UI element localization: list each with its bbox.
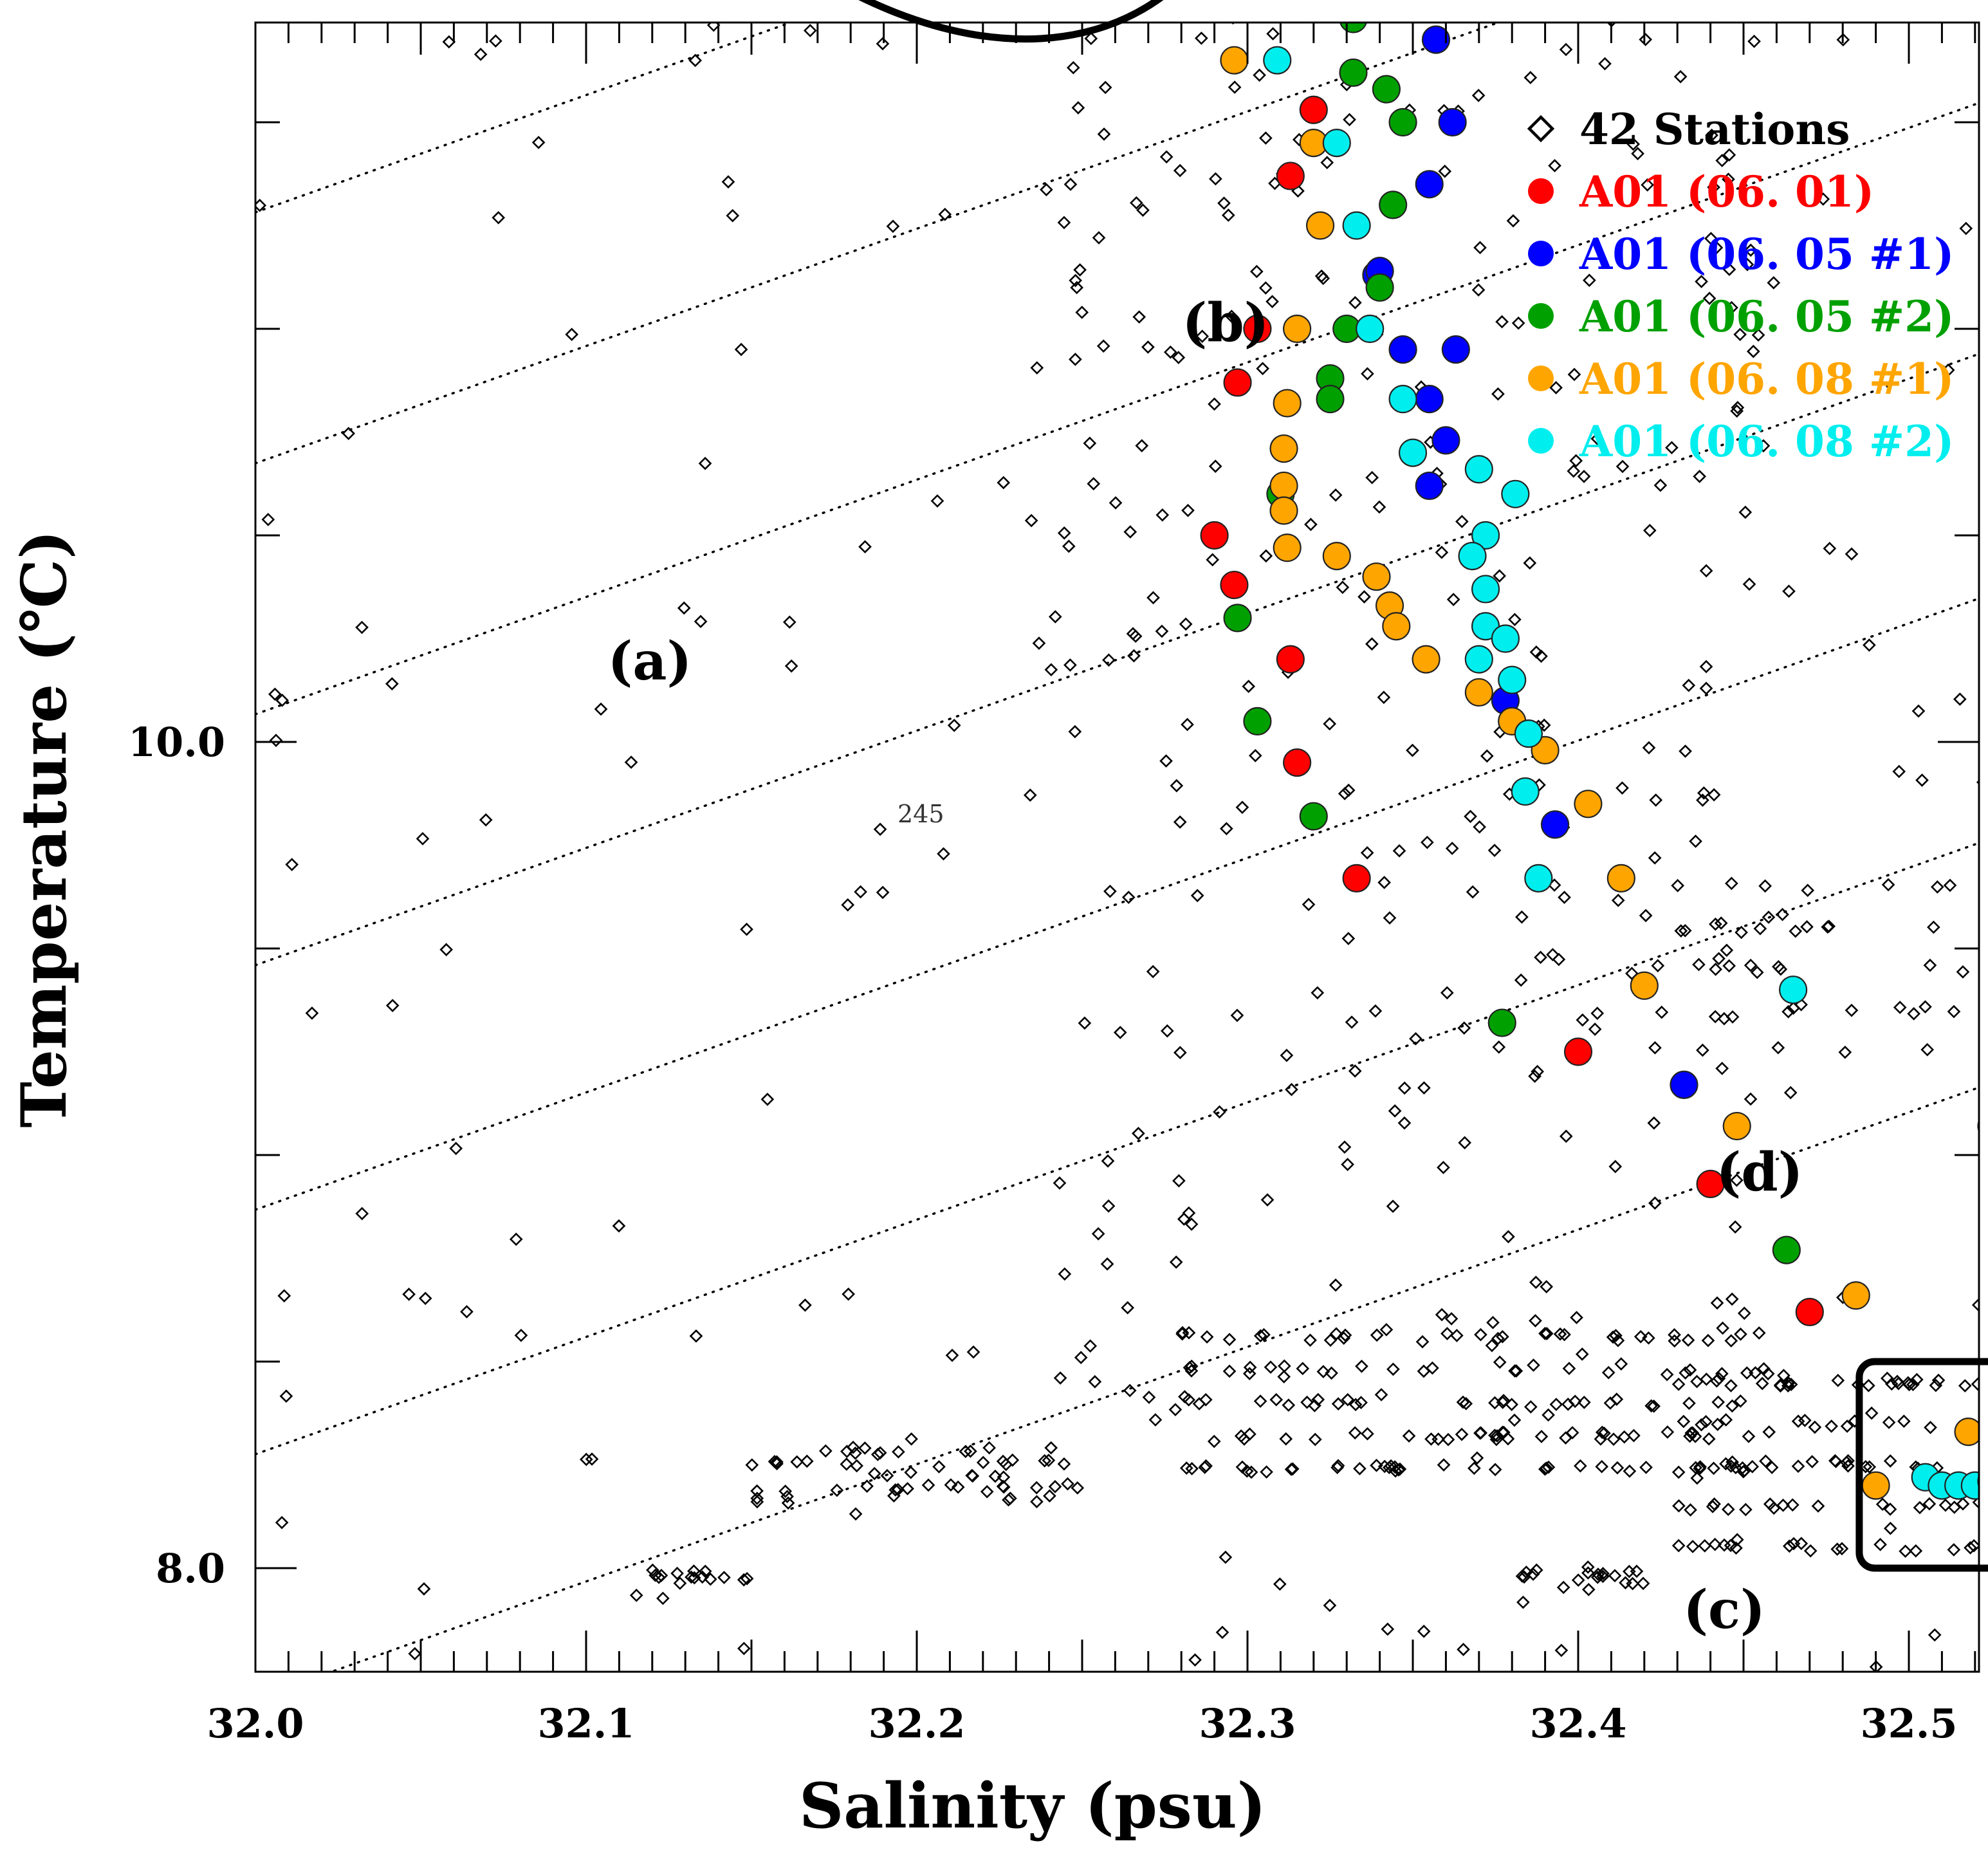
point-a01-06-01 (1201, 522, 1228, 549)
point-a01-06-08-2 (1515, 720, 1542, 747)
legend-label: A01 (06. 08 #1) (1579, 354, 1954, 404)
point-a01-06-08-1 (1363, 563, 1390, 590)
inline-number-label: 245 (897, 800, 944, 828)
point-a01-06-01 (1224, 369, 1251, 396)
y-tick-label: 10.0 (128, 719, 225, 766)
point-a01-06-08-1 (1271, 497, 1298, 524)
point-a01-06-01 (1277, 646, 1304, 673)
point-a01-06-05-2 (1244, 708, 1271, 735)
point-a01-06-08-2 (1459, 542, 1486, 569)
point-a01-06-01 (1565, 1039, 1592, 1066)
point-a01-06-08-2 (1780, 976, 1807, 1003)
point-a01-06-01 (1343, 865, 1370, 892)
x-axis-title: Salinity (psu) (799, 1770, 1266, 1842)
point-a01-06-08-1 (1271, 435, 1298, 462)
point-a01-06-08-1 (1274, 534, 1301, 561)
annotation-label: (a) (608, 631, 692, 692)
point-a01-06-08-2 (1323, 129, 1350, 156)
point-a01-06-05-2 (1489, 1010, 1516, 1037)
point-a01-06-01 (1277, 162, 1304, 189)
y-tick-label: 8.0 (156, 1545, 225, 1592)
point-a01-06-08-2 (1466, 646, 1493, 673)
point-a01-06-08-1 (1383, 613, 1410, 640)
point-a01-06-08-1 (1608, 865, 1635, 892)
point-a01-06-08-2 (1356, 315, 1383, 342)
point-a01-06-08-1 (1466, 679, 1493, 706)
point-a01-06-08-2 (1472, 575, 1499, 602)
point-a01-06-08-2 (1492, 625, 1519, 652)
point-a01-06-08-2 (1264, 47, 1291, 74)
annotation-label: (c) (1683, 1579, 1765, 1641)
point-a01-06-08-2 (1466, 456, 1493, 483)
point-a01-06-08-1 (1574, 790, 1601, 817)
point-a01-06-05-2 (1379, 191, 1406, 218)
point-a01-06-05-1 (1670, 1071, 1697, 1098)
x-tick-label: 32.2 (868, 1700, 965, 1747)
point-a01-06-08-1 (1220, 47, 1247, 74)
point-a01-06-05-2 (1367, 274, 1394, 301)
legend-marker-circle (1528, 241, 1554, 266)
point-a01-06-08-1 (1631, 972, 1658, 999)
legend-label: A01 (06. 05 #1) (1579, 229, 1954, 279)
point-a01-06-08-1 (1724, 1113, 1751, 1140)
legend-marker-circle (1528, 303, 1554, 329)
point-a01-06-08-2 (1390, 385, 1417, 412)
legend-label: A01 (06. 05 #2) (1579, 291, 1954, 342)
point-a01-06-01 (1300, 97, 1327, 124)
annotation-label: (b) (1183, 292, 1269, 354)
point-a01-06-05-1 (1439, 109, 1466, 136)
legend-label: 42 Stations (1579, 104, 1850, 154)
legend-marker-circle (1528, 178, 1554, 204)
point-a01-06-05-2 (1300, 803, 1327, 830)
point-a01-06-08-1 (1863, 1472, 1890, 1499)
point-a01-06-08-1 (1323, 542, 1350, 569)
point-a01-06-05-1 (1542, 811, 1569, 838)
x-tick-label: 32.3 (1199, 1700, 1296, 1747)
point-a01-06-08-1 (1274, 390, 1301, 417)
x-tick-label: 32.0 (207, 1700, 304, 1747)
x-tick-label: 32.5 (1860, 1700, 1957, 1747)
point-a01-06-05-1 (1390, 336, 1417, 363)
point-a01-06-05-1 (1416, 472, 1443, 499)
point-a01-06-08-2 (1343, 212, 1370, 239)
point-a01-06-05-1 (1442, 336, 1469, 363)
point-a01-06-05-1 (1416, 385, 1443, 412)
legend-marker-circle (1528, 428, 1554, 454)
point-a01-06-05-2 (1339, 59, 1367, 86)
point-a01-06-05-2 (1224, 604, 1251, 631)
point-a01-06-05-2 (1373, 76, 1400, 103)
point-a01-06-08-2 (1498, 667, 1525, 694)
point-a01-06-08-2 (1512, 778, 1539, 805)
point-a01-06-08-1 (1271, 472, 1298, 499)
point-a01-06-08-1 (1413, 646, 1440, 673)
point-a01-06-08-1 (1955, 1418, 1982, 1445)
point-a01-06-01 (1220, 571, 1247, 598)
legend-label: A01 (06. 08 #2) (1579, 416, 1954, 467)
y-axis-title: Temperature (℃) (8, 530, 80, 1127)
point-a01-06-08-1 (1307, 212, 1334, 239)
legend-marker-circle (1528, 365, 1554, 391)
point-a01-06-01 (1284, 749, 1311, 776)
point-a01-06-01 (1796, 1299, 1823, 1326)
point-a01-06-05-2 (1773, 1237, 1800, 1264)
annotation-label: (d) (1716, 1142, 1803, 1203)
point-a01-06-05-1 (1432, 427, 1459, 454)
point-a01-06-08-2 (1502, 481, 1529, 508)
legend-label: A01 (06. 01) (1579, 167, 1874, 217)
point-a01-06-05-2 (1390, 109, 1417, 136)
point-a01-06-08-1 (1284, 315, 1311, 342)
point-a01-06-05-1 (1416, 171, 1443, 198)
point-a01-06-08-2 (1399, 439, 1426, 467)
point-a01-06-05-2 (1317, 385, 1344, 412)
point-a01-06-08-2 (1525, 865, 1552, 892)
x-tick-label: 32.4 (1529, 1700, 1626, 1747)
point-a01-06-08-1 (1843, 1282, 1870, 1309)
x-tick-label: 32.1 (537, 1700, 634, 1747)
